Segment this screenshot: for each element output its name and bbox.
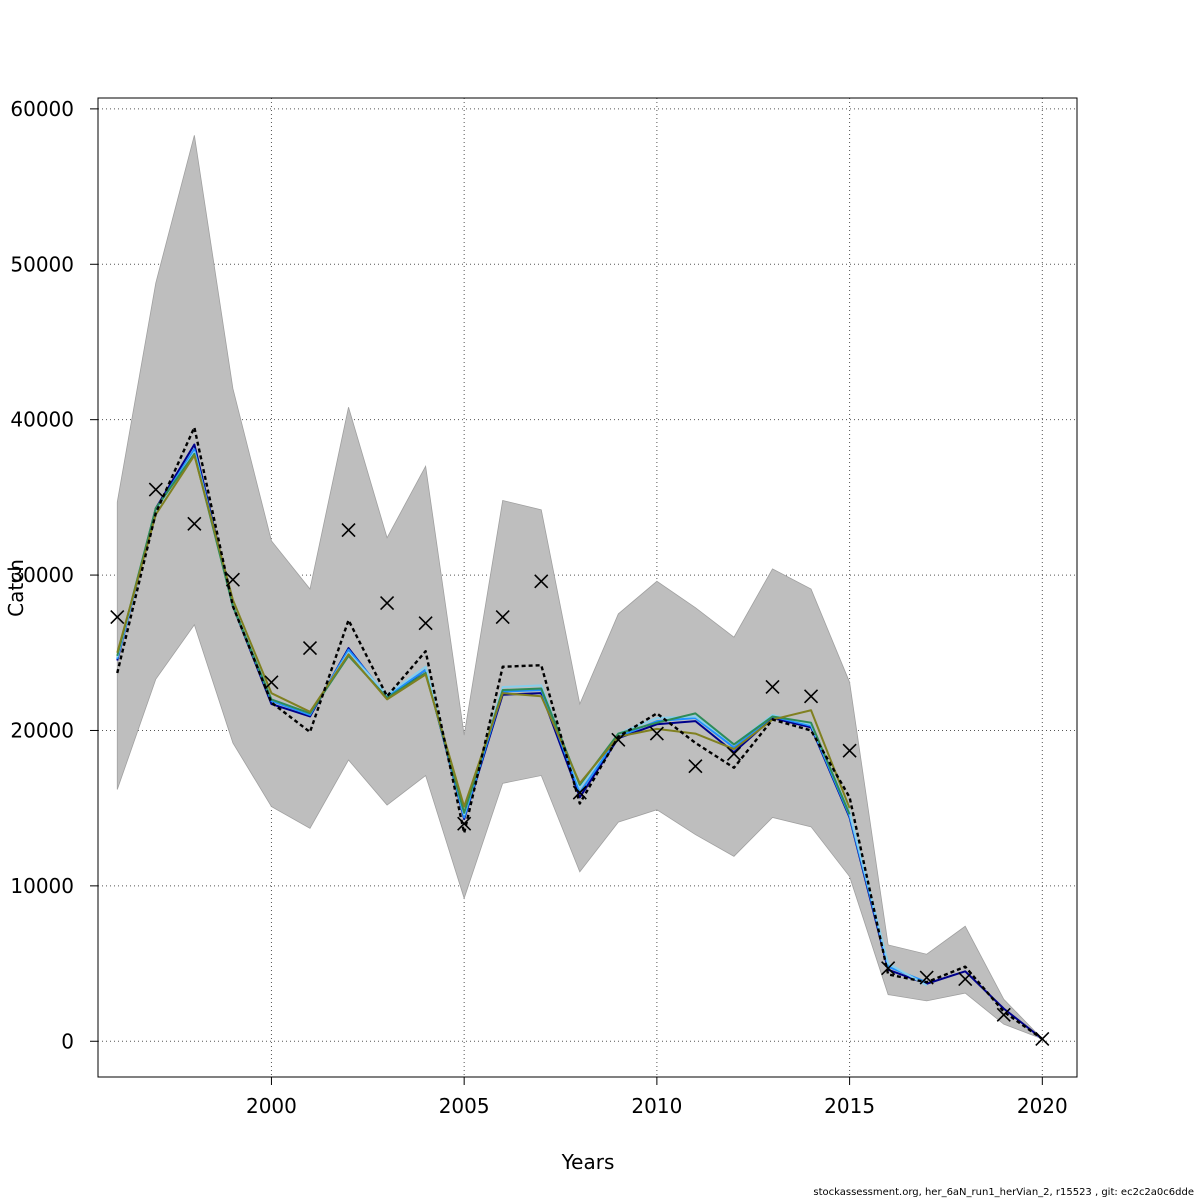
y-tick-label: 40000 — [10, 408, 74, 432]
observed-point — [380, 595, 395, 611]
y-tick-label: 10000 — [10, 874, 74, 898]
observed-point — [572, 785, 587, 800]
observed-point — [881, 961, 896, 976]
observed-point — [726, 746, 742, 761]
observed-point — [495, 609, 510, 625]
y-axis-title: Catch — [4, 559, 28, 617]
observed-point — [688, 759, 703, 774]
observed-point — [842, 743, 857, 758]
observed-point — [996, 1007, 1011, 1022]
y-tick-label: 50000 — [10, 252, 74, 276]
observed-point — [457, 816, 472, 831]
observed-point — [803, 689, 819, 704]
observed-point — [611, 732, 626, 747]
observed-point — [148, 482, 163, 497]
y-tick-label: 0 — [61, 1029, 74, 1053]
observed-points — [110, 482, 1050, 1046]
observed-point — [264, 675, 279, 690]
observed-point — [302, 641, 318, 656]
observed-point — [649, 726, 664, 741]
y-axis: 0 10000 20000 30000 40000 50000 60000 — [10, 97, 99, 1053]
y-tick-label: 60000 — [10, 97, 74, 121]
x-axis: 2000 2005 2010 2015 2020 — [246, 1076, 1068, 1118]
confidence-band — [116, 135, 1043, 1040]
observed-point — [187, 516, 202, 531]
x-axis-title: Years — [561, 1150, 615, 1174]
x-tick-label: 2010 — [631, 1094, 682, 1118]
series-line-1 — [116, 426, 1044, 1040]
x-tick-label: 2020 — [1017, 1094, 1068, 1118]
observed-point — [341, 522, 356, 538]
observed-point — [1035, 1031, 1050, 1046]
observed-point — [765, 679, 780, 695]
y-tick-label: 30000 — [10, 563, 74, 587]
observed-point — [534, 574, 549, 589]
x-tick-label: 2005 — [439, 1094, 490, 1118]
observed-point — [225, 572, 240, 587]
observed-point — [919, 970, 934, 985]
observed-point — [110, 609, 125, 625]
x-tick-label: 2015 — [824, 1094, 875, 1118]
confidence-band-area — [116, 135, 1043, 1040]
observed-point — [958, 972, 973, 987]
x-tick-label: 2000 — [246, 1094, 297, 1118]
series-lines — [116, 426, 1044, 1040]
y-tick-label: 20000 — [10, 718, 74, 742]
observed-point — [418, 616, 433, 631]
footer-caption: stockassessment.org, her_6aN_run1_herVia… — [813, 1187, 1194, 1198]
